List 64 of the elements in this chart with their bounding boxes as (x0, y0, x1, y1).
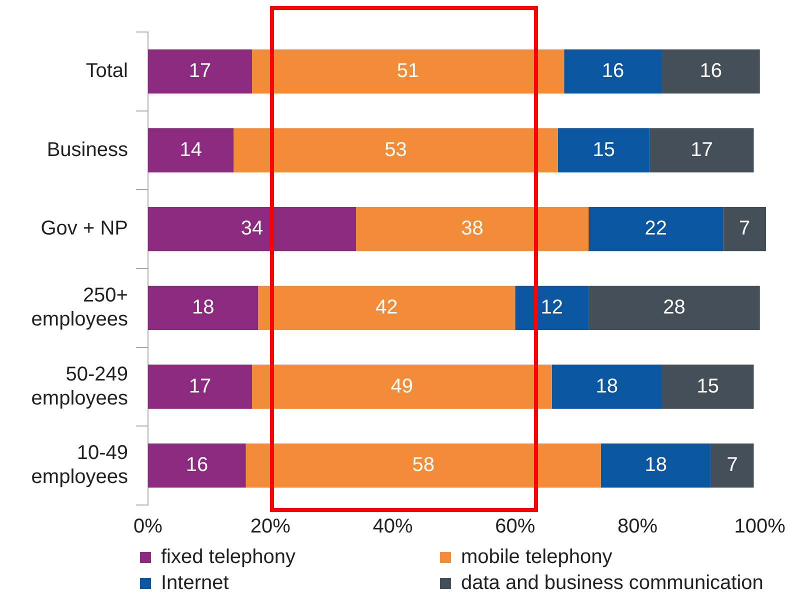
data-label: 7 (726, 454, 738, 476)
bar (148, 444, 246, 488)
bar (148, 207, 356, 252)
data-label: 17 (690, 138, 713, 161)
legend-label: Internet (161, 571, 229, 595)
bar (246, 444, 601, 488)
data-label: 15 (592, 138, 615, 161)
y-tick-label: 50-249 employees (31, 363, 128, 410)
bar (588, 207, 724, 252)
bar (662, 364, 754, 409)
data-label: 12 (540, 296, 563, 318)
bar (148, 49, 252, 94)
bar (650, 128, 754, 172)
bar (252, 49, 564, 94)
x-tick-label: 60% (495, 516, 536, 538)
bar (710, 444, 754, 488)
bar (258, 286, 516, 330)
legend-label: data and business communication (461, 571, 764, 595)
y-tick-label: Total (86, 60, 128, 82)
data-label: 22 (644, 218, 667, 240)
bar (148, 286, 258, 330)
data-label: 34 (240, 218, 264, 240)
data-label: 42 (376, 296, 398, 318)
data-label: 14 (180, 138, 202, 161)
x-tick-label: 0% (134, 516, 163, 538)
data-label: 15 (696, 375, 719, 398)
bar (600, 444, 711, 488)
bar (148, 364, 252, 409)
bar (558, 128, 650, 172)
data-label: 58 (412, 454, 434, 476)
data-label: 18 (644, 454, 667, 476)
bar (356, 207, 589, 252)
bar (552, 364, 662, 409)
x-tick-label: 40% (372, 516, 413, 538)
bar (662, 49, 760, 94)
x-tick-label: 80% (617, 516, 658, 538)
bar (515, 286, 589, 330)
legend-label: mobile telephony (461, 545, 612, 569)
data-label: 18 (192, 296, 214, 318)
x-tick-label: 100% (734, 516, 786, 538)
bar (252, 364, 552, 409)
x-tick-label: 20% (250, 516, 291, 538)
data-label: 17 (188, 60, 212, 82)
bar (234, 128, 558, 172)
data-label: 17 (188, 375, 212, 398)
data-label: 53 (384, 138, 407, 161)
data-label: 7 (739, 218, 750, 240)
data-label: 16 (186, 454, 208, 476)
y-tick-label: Gov + NP (40, 218, 128, 240)
data-label: 49 (390, 375, 414, 398)
bar (588, 286, 760, 330)
data-label: 16 (700, 60, 722, 82)
y-tick-label: 10-49 employees (31, 442, 128, 488)
y-tick-label: Business (46, 138, 128, 161)
legend-label: fixed telephony (161, 545, 296, 569)
data-label: 51 (396, 60, 420, 82)
bar (564, 49, 662, 94)
data-label: 16 (602, 60, 624, 82)
data-label: 18 (596, 375, 618, 398)
y-tick-label: 250+ employees (31, 284, 128, 330)
data-label: 38 (461, 218, 484, 240)
data-label: 28 (663, 296, 686, 318)
bar (148, 128, 234, 172)
bar (723, 207, 766, 252)
